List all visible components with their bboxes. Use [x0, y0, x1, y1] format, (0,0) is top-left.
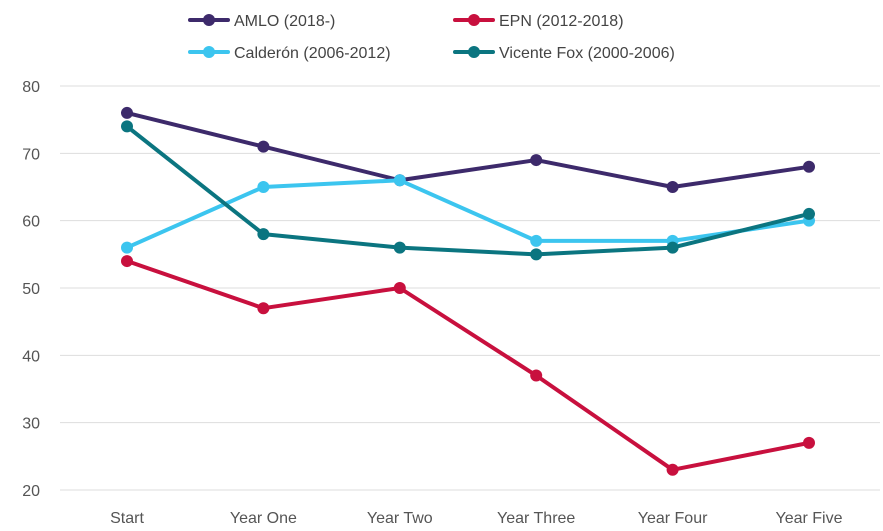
- y-axis-ticks: 20 30 40 50 60 70 80: [22, 79, 40, 500]
- data-point: [393, 241, 406, 254]
- legend-label: Vicente Fox (2000-2006): [499, 45, 675, 62]
- series-line: [125, 124, 811, 257]
- data-point: [530, 369, 543, 382]
- y-tick-label: 30: [22, 416, 40, 433]
- x-tick-label: Year One: [230, 510, 297, 527]
- legend-item: Vicente Fox (2000-2006): [453, 45, 675, 62]
- series-3: [121, 120, 815, 261]
- data-point: [393, 174, 406, 187]
- series-0: [121, 106, 815, 193]
- data-point: [803, 207, 815, 220]
- data-point: [121, 241, 133, 254]
- series-line: [125, 259, 811, 472]
- legend-item: AMLO (2018-): [188, 13, 335, 30]
- legend-swatch-marker: [203, 14, 215, 26]
- data-point: [257, 228, 270, 241]
- series-line: [125, 110, 811, 189]
- y-tick-label: 40: [22, 348, 40, 365]
- x-tick-label: Year Four: [638, 510, 708, 527]
- y-tick-label: 80: [22, 79, 40, 96]
- y-tick-label: 70: [22, 146, 40, 163]
- legend-label: AMLO (2018-): [234, 13, 335, 30]
- data-point: [393, 282, 406, 294]
- series-2: [121, 174, 815, 254]
- data-point: [257, 302, 270, 315]
- grid-lines: [60, 85, 880, 491]
- legend: AMLO (2018-) EPN (2012-2018) Calderón (200…: [188, 13, 675, 62]
- data-point: [121, 106, 133, 119]
- x-tick-label: Year Five: [776, 510, 843, 527]
- data-point: [803, 160, 815, 173]
- data-point: [530, 234, 543, 247]
- legend-swatch-marker: [468, 14, 480, 26]
- data-point: [666, 241, 679, 254]
- series-line: [125, 178, 811, 250]
- data-point: [257, 140, 270, 153]
- legend-swatch-marker: [203, 46, 215, 58]
- x-axis-ticks: Start Year One Year Two Year Three Year Four…: [110, 510, 843, 527]
- series-1: [121, 255, 815, 476]
- data-point: [257, 181, 270, 193]
- data-point: [666, 463, 679, 476]
- x-tick-label: Start: [110, 510, 144, 527]
- data-point: [121, 255, 133, 268]
- legend-item: EPN (2012-2018): [453, 13, 624, 30]
- legend-item: Calderón (2006-2012): [188, 45, 391, 62]
- y-tick-label: 60: [22, 214, 40, 231]
- series-lines: [121, 106, 815, 476]
- legend-label: EPN (2012-2018): [499, 13, 624, 30]
- data-point: [530, 248, 543, 261]
- legend-label: Calderón (2006-2012): [234, 45, 391, 62]
- x-tick-label: Year Three: [497, 510, 575, 527]
- y-tick-label: 20: [22, 483, 40, 500]
- data-point: [803, 436, 815, 449]
- legend-swatch-marker: [468, 46, 480, 58]
- data-point: [530, 154, 543, 167]
- data-point: [666, 181, 679, 193]
- x-tick-label: Year Two: [367, 510, 433, 527]
- data-point: [121, 120, 133, 133]
- y-tick-label: 50: [22, 281, 40, 298]
